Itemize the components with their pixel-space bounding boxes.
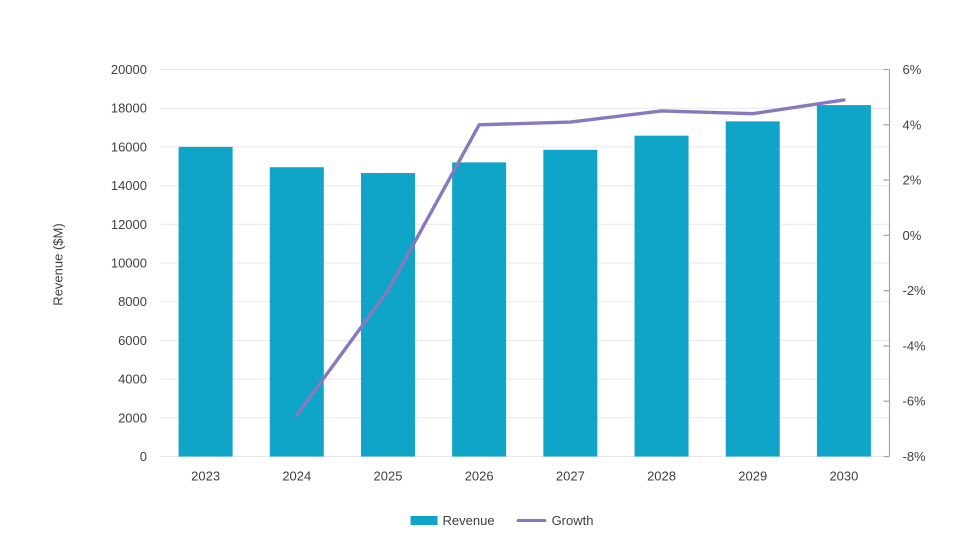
revenue-bar-2023 [178, 146, 233, 457]
revenue-bar-swatch-icon [410, 516, 438, 525]
legend: Revenue Growth [410, 513, 594, 528]
revenue-bar-2026 [452, 162, 507, 457]
right-axis-tick-label: 2% [903, 173, 922, 188]
left-axis-tick-label: 2000 [118, 410, 147, 425]
right-axis-tick-label: -4% [903, 338, 927, 353]
right-axis-tick-label: 0% [903, 228, 922, 243]
x-axis-label-2030: 2030 [829, 469, 858, 484]
revenue-bar-2027 [543, 149, 598, 457]
right-axis-tick-label: -2% [903, 283, 927, 298]
left-axis-tick-label: 12000 [111, 217, 147, 232]
x-axis-label-2028: 2028 [647, 469, 676, 484]
legend-label-growth: Growth [551, 513, 594, 528]
left-axis-tick-label: 8000 [118, 294, 147, 309]
x-axis-label-2024: 2024 [282, 469, 311, 484]
revenue-bar-2030 [816, 105, 871, 457]
left-axis-tick-label: 14000 [111, 178, 147, 193]
right-axis-tick-label: -8% [903, 449, 927, 464]
right-axis-tick-label: 4% [903, 117, 922, 132]
left-axis-tick-label: 4000 [118, 372, 147, 387]
legend-item-growth: Growth [516, 513, 594, 528]
x-axis-label-2027: 2027 [556, 469, 585, 484]
x-axis-label-2023: 2023 [191, 469, 220, 484]
x-axis-label-2025: 2025 [374, 469, 403, 484]
legend-label-revenue: Revenue [442, 513, 495, 528]
left-axis-tick-label: 0 [140, 449, 147, 464]
right-axis-tick-label: 6% [903, 62, 922, 77]
left-axis-tick-label: 20000 [111, 62, 147, 77]
legend-item-revenue: Revenue [410, 513, 495, 528]
left-axis-tick-label: 16000 [111, 139, 147, 154]
growth-line-swatch-icon [516, 518, 547, 523]
revenue-bar-2029 [725, 121, 780, 457]
revenue-bar-2028 [634, 135, 689, 457]
y-axis-title: Revenue ($M) [50, 223, 66, 306]
left-axis-tick-label: 10000 [111, 256, 147, 271]
left-axis-tick-label: 18000 [111, 101, 147, 116]
growth-line [295, 98, 846, 417]
x-axis-label-2029: 2029 [738, 469, 767, 484]
revenue-bar-2024 [269, 167, 324, 457]
left-axis-tick-label: 6000 [118, 333, 147, 348]
x-axis-label-2026: 2026 [465, 469, 494, 484]
right-axis-tick-label: -6% [903, 394, 927, 409]
